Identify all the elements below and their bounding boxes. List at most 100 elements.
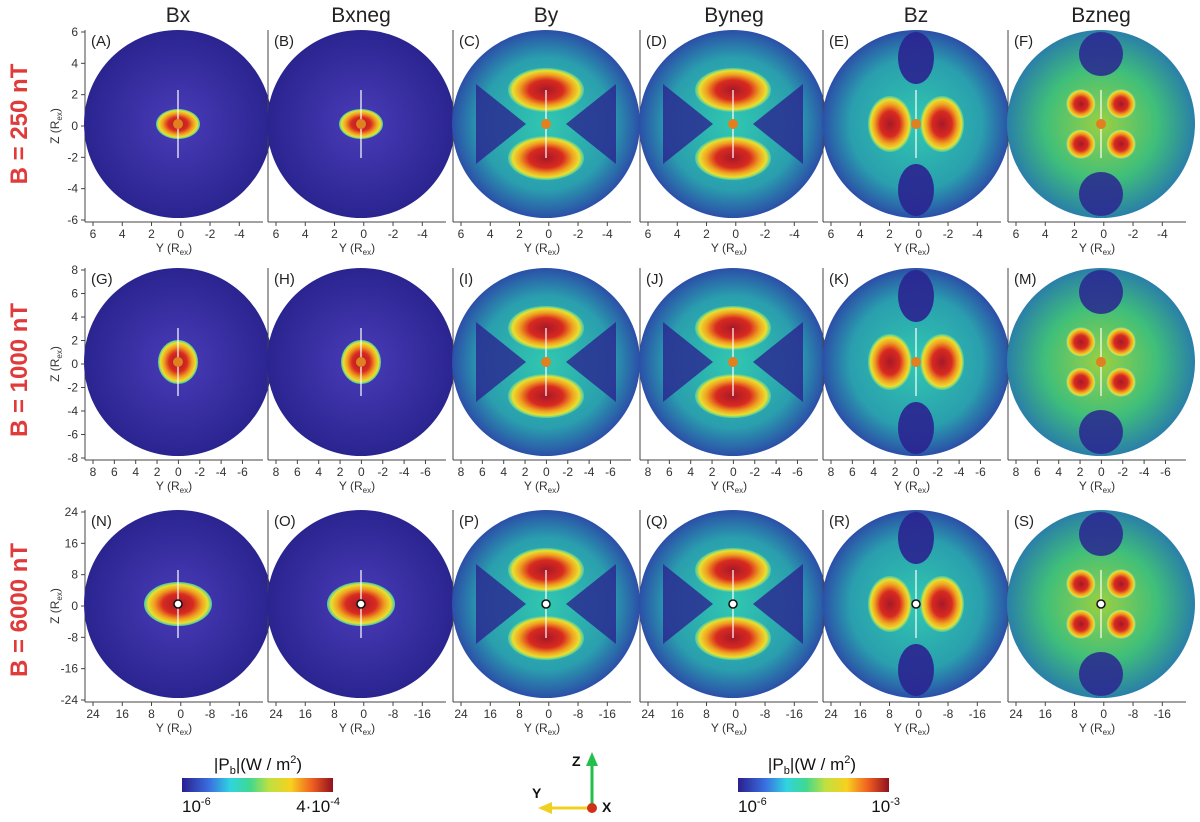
panel: (S) 24 16 8 0 -8 -16 Y (Rex) [1007, 510, 1195, 737]
svg-text:|Pb|(W / m2): |Pb|(W / m2) [768, 754, 856, 777]
x-tick-label: -4 [584, 465, 595, 479]
x-axis-label: Y (Rex) [524, 721, 560, 737]
x-tick-label: -4 [417, 227, 428, 241]
x-tick-label: -2 [562, 465, 573, 479]
x-tick-label: -4 [771, 465, 782, 479]
x-tick-label: 2 [516, 227, 523, 241]
x-tick-label: 4 [674, 227, 681, 241]
x-tick-label: -8 [205, 707, 216, 721]
x-tick-label: -4 [789, 227, 800, 241]
colorbar-max: 4·10 [296, 797, 330, 816]
panel: (I) 8 6 4 2 0 -2 -4 -6 Y (Rex) [452, 268, 640, 495]
x-tick-label: -2 [194, 465, 205, 479]
x-tick-label: 0 [175, 465, 182, 479]
x-tick-label: -8 [760, 707, 771, 721]
x-tick-label: 4 [870, 465, 877, 479]
x-axis-label: Y (Rex) [894, 721, 930, 737]
x-tick-label: -2 [760, 227, 771, 241]
column-title: Bx [166, 4, 191, 27]
x-tick-label: 4 [500, 465, 507, 479]
x-tick-label: 8 [516, 707, 523, 721]
panel-label: (N) [91, 513, 112, 530]
axis-triad: Z Y X [532, 752, 612, 815]
x-tick-label: -8 [388, 707, 399, 721]
x-tick-label: -2 [1128, 227, 1139, 241]
triad-x-label: X [602, 799, 612, 815]
x-tick-label: -6 [792, 465, 803, 479]
triad-z-label: Z [572, 753, 581, 769]
column-title: Bz [904, 4, 929, 27]
x-tick-label: -4 [1139, 465, 1150, 479]
panel-label: (G) [91, 271, 113, 288]
y-tick-label: 16 [65, 536, 79, 550]
y-tick-label: 6 [71, 287, 78, 301]
x-axis-label: Y (Rex) [711, 721, 747, 737]
x-tick-label: 2 [886, 227, 893, 241]
y-tick-label: 8 [71, 568, 78, 582]
panel-label: (D) [646, 33, 667, 50]
x-tick-label: 6 [1013, 227, 1020, 241]
y-tick-label: -6 [67, 213, 78, 227]
x-tick-label: 4 [687, 465, 694, 479]
x-axis-label: Y (Rex) [339, 479, 375, 495]
svg-text:10-3: 10-3 [871, 796, 900, 816]
x-tick-label: 8 [1071, 707, 1078, 721]
x-tick-label: 8 [148, 707, 155, 721]
x-tick-label: 24 [454, 707, 468, 721]
x-tick-label: 6 [828, 227, 835, 241]
x-tick-label: -8 [1128, 707, 1139, 721]
y-tick-label: -2 [67, 150, 78, 164]
colorbar-title: |P [214, 755, 230, 774]
x-tick-label: 2 [1077, 465, 1084, 479]
svg-text:4·10-4: 4·10-4 [296, 796, 340, 816]
panel: (K) 8 6 4 2 0 -2 -4 -6 Y (Rex) [822, 268, 1010, 495]
x-tick-label: 8 [90, 465, 97, 479]
x-tick-label: 2 [154, 465, 161, 479]
y-tick-label: 0 [71, 357, 78, 371]
x-tick-label: 6 [849, 465, 856, 479]
x-tick-label: -4 [216, 465, 227, 479]
x-tick-label: 0 [915, 707, 922, 721]
x-axis-label: Y (Rex) [1079, 721, 1115, 737]
panel-label: (R) [829, 513, 850, 530]
panel: (D) 6 4 2 0 -2 -4 Y (Rex) [639, 30, 827, 257]
x-tick-label: 0 [545, 227, 552, 241]
x-tick-label: 6 [479, 465, 486, 479]
x-tick-label: 4 [315, 465, 322, 479]
panel-label: (H) [274, 271, 295, 288]
y-tick-label: -4 [67, 404, 78, 418]
x-tick-label: -2 [932, 465, 943, 479]
x-axis-label: Y (Rex) [524, 479, 560, 495]
x-tick-label: 6 [294, 465, 301, 479]
column-title: Bxneg [331, 4, 391, 27]
y-axis-label: Z (Rex) [48, 346, 64, 382]
x-tick-label: 8 [458, 465, 465, 479]
row-label: B = 1000 nT [6, 303, 33, 437]
x-tick-label: -2 [205, 227, 216, 241]
x-axis-label: Y (Rex) [894, 241, 930, 257]
row-label: B = 250 nT [6, 63, 33, 184]
panel: (C) 6 4 2 0 -2 -4 Y (Rex) [452, 30, 640, 257]
y-tick-label: -24 [61, 693, 79, 707]
x-axis-label: Y (Rex) [524, 241, 560, 257]
y-tick-label: -4 [67, 182, 78, 196]
x-tick-label: -2 [943, 227, 954, 241]
x-tick-label: -2 [388, 227, 399, 241]
x-tick-label: 16 [854, 707, 868, 721]
x-tick-label: 4 [487, 227, 494, 241]
x-tick-label: 0 [177, 707, 184, 721]
x-tick-label: 2 [337, 465, 344, 479]
x-tick-label: 0 [177, 227, 184, 241]
panel: (Q) 24 16 8 0 -8 -16 Y (Rex) [639, 510, 827, 737]
x-tick-label: 6 [645, 227, 652, 241]
x-tick-label: 0 [1098, 465, 1105, 479]
y-tick-label: 2 [71, 88, 78, 102]
x-tick-label: -16 [231, 707, 249, 721]
x-tick-label: -8 [573, 707, 584, 721]
x-tick-label: 4 [857, 227, 864, 241]
x-tick-label: -4 [399, 465, 410, 479]
x-axis-label: Y (Rex) [711, 479, 747, 495]
x-tick-label: 0 [732, 227, 739, 241]
